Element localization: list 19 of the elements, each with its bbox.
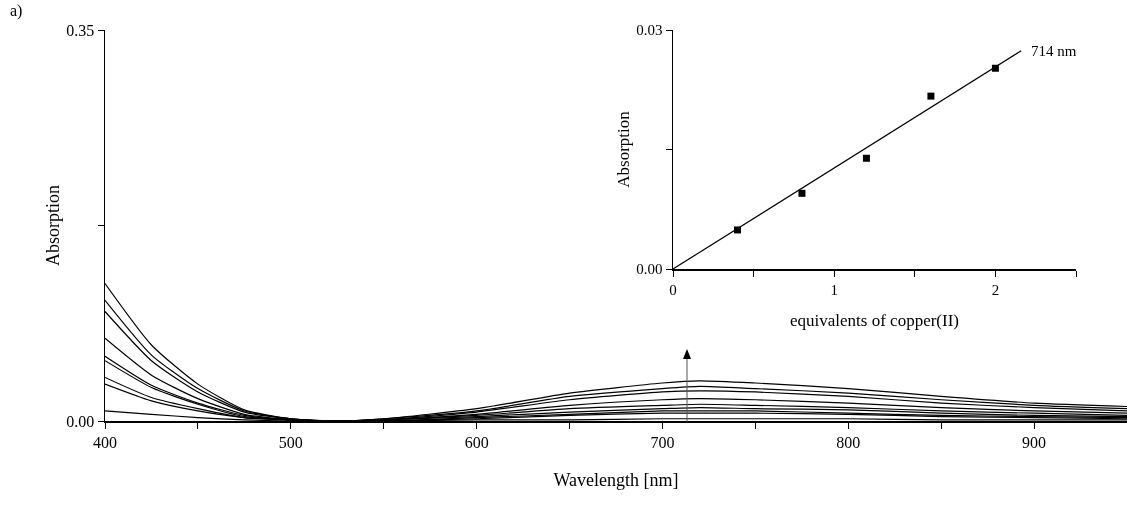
x-tick-label: 500 [278,433,303,451]
y-tick-label: 0.35 [66,21,95,39]
x-tick-label: 2 [991,281,1000,298]
x-tick-label: 800 [836,433,861,451]
text: a) [10,2,23,20]
x-tick-label: 900 [1022,433,1047,451]
x-tick-label: 700 [650,433,675,451]
x-tick-label: 400 [93,433,117,451]
x-tick-label: 1 [830,281,838,298]
series-label: 714 nm [1031,43,1077,59]
x-axis-title: equivalents of copper(II) [790,311,959,330]
y-tick-label: 0.00 [636,261,663,278]
y-axis-title: Absorption [42,185,63,266]
y-tick-label: 0.03 [636,22,663,39]
y-axis-title: Absorption [613,110,633,188]
y-tick-label: 0.00 [66,412,95,430]
x-tick-label: 600 [464,433,489,451]
x-axis-title: Wavelength [nm] [553,469,679,490]
x-tick-label: 0 [669,281,677,298]
